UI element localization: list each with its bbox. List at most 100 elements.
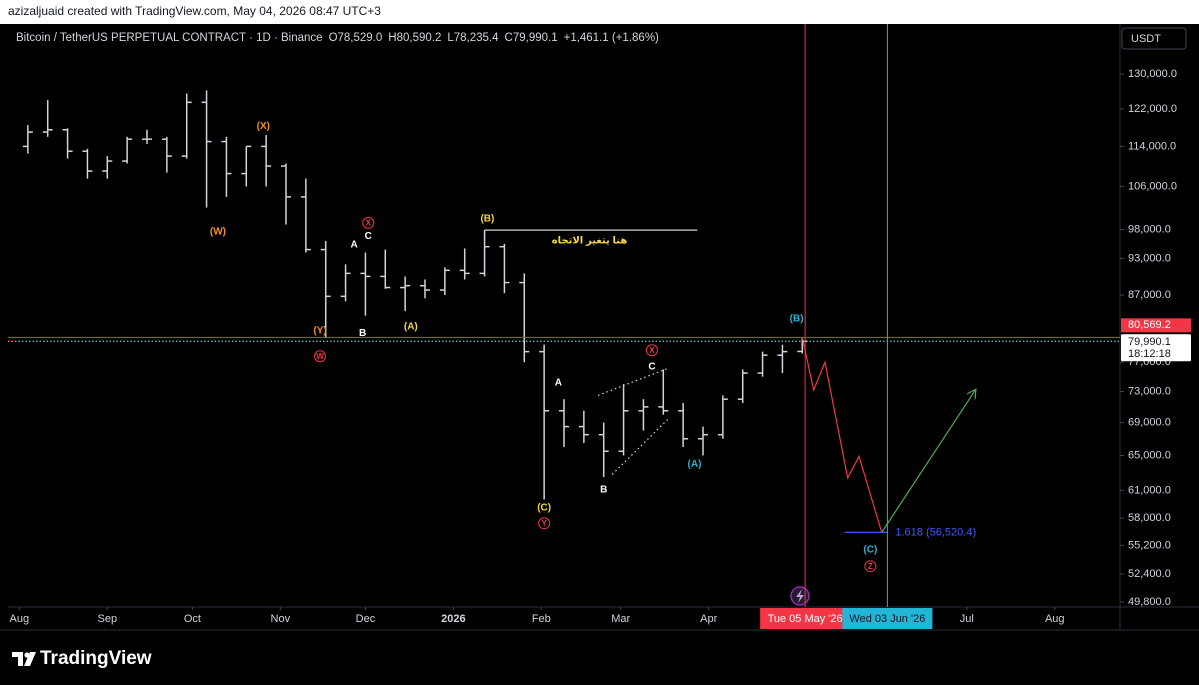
ohlc-bar <box>122 136 133 164</box>
drawing <box>881 390 976 533</box>
ohlc-bar <box>181 93 192 159</box>
y-tick-label: 58,000.0 <box>1128 512 1171 524</box>
y-tick-label: 130,000.0 <box>1128 68 1177 80</box>
x-tick-label: 2026 <box>441 613 465 625</box>
x-tick-label: Oct <box>184 613 201 625</box>
y-tick-label: 65,000.0 <box>1128 449 1171 461</box>
ohlc-bar <box>459 248 470 280</box>
price-label-box <box>1121 334 1191 362</box>
wave-circle <box>538 517 551 530</box>
ohlc-bar <box>598 422 609 478</box>
ohlc-bar <box>82 148 93 179</box>
wave-label: B <box>359 328 366 339</box>
x-tick-label: Jul <box>960 613 974 625</box>
top-bar <box>0 0 1199 24</box>
y-tick-label: 114,000.0 <box>1128 140 1176 152</box>
ohlc-bar <box>578 410 589 443</box>
y-tick-label: 49,800.0 <box>1128 596 1171 608</box>
ohlc-bar <box>281 163 291 225</box>
alert-icon[interactable] <box>790 586 810 606</box>
wave-circle <box>362 216 375 229</box>
logo-mark <box>24 652 36 666</box>
y-tick-label: 87,000.0 <box>1128 289 1171 301</box>
ohlc-bar <box>161 136 172 173</box>
ohlc-bar <box>340 264 351 302</box>
ohlc-bar <box>638 399 649 431</box>
chart-bg <box>0 24 1199 685</box>
x-tick-label: Aug <box>10 613 30 625</box>
ohlc-bar <box>439 267 450 296</box>
ohlc-bar <box>539 344 550 500</box>
ohlc-change: +1,461.1 (+1.86%) <box>564 32 659 44</box>
x-tick-label: Sep <box>97 613 117 625</box>
countdown-label: 18:12:18 <box>1128 348 1171 360</box>
ohlc-bar <box>479 230 490 277</box>
y-tick-label: 122,000.0 <box>1128 103 1177 115</box>
wave-label: W <box>316 352 324 361</box>
date-label: Wed 03 Jun '26 <box>849 613 925 625</box>
x-tick-label: Aug <box>1045 613 1065 625</box>
plot-area <box>22 90 976 533</box>
credit: azizaljuaid created with TradingView.com… <box>8 4 381 18</box>
ohlc-bar <box>698 426 708 456</box>
y-tick-label: 98,000.0 <box>1128 223 1171 235</box>
wave-label: (Y) <box>313 325 326 336</box>
footer-logo <box>12 652 36 666</box>
wave-label: Y <box>541 519 547 528</box>
brand: TradingView <box>40 648 152 669</box>
x-tick-label: Dec <box>356 613 376 625</box>
ohlc-bar <box>420 279 430 299</box>
wave-label: X <box>366 218 372 227</box>
wave-label: (C) <box>537 502 551 513</box>
ohlc-close: C79,990.1 <box>505 32 558 44</box>
drawing <box>597 367 670 396</box>
y-tick-label: 52,400.0 <box>1128 568 1171 580</box>
y-tick-label: 93,000.0 <box>1128 252 1171 264</box>
x-tick-label: Apr <box>700 613 717 625</box>
price-label-box <box>1121 318 1191 333</box>
ohlc-bar <box>360 252 371 316</box>
ohlc-bar <box>499 243 510 294</box>
legend: Bitcoin / TetherUS PERPETUAL CONTRACT · … <box>16 32 659 44</box>
wave-label: (W) <box>210 226 226 237</box>
ohlc-bar <box>102 156 113 179</box>
wave-label: C <box>365 231 372 242</box>
wave-label: B <box>600 484 607 495</box>
ohlc-bar <box>380 249 391 289</box>
ohlc-bar <box>519 273 530 363</box>
wave-circle <box>314 350 327 363</box>
wave-label: X <box>649 346 655 355</box>
wave-label: هنا يتغير الاتجاه <box>552 235 628 246</box>
x-tick-label: Mar <box>611 613 630 625</box>
ohlc-bar <box>717 395 728 439</box>
price-label: 79,990.1 <box>1128 336 1171 348</box>
drawing-label: 1.618 (56,520.4) <box>895 526 976 538</box>
x-tick-label: Nov <box>271 613 291 625</box>
logo-mark <box>12 652 23 666</box>
x-tick-label: Feb <box>532 613 551 625</box>
ohlc-bar <box>241 145 252 187</box>
ohlc-open: O78,529.0 <box>329 32 383 44</box>
ohlc-high: H80,590.2 <box>388 32 441 44</box>
ohlc-bar <box>757 351 768 377</box>
currency-box[interactable] <box>1121 27 1187 50</box>
symbol: Bitcoin / TetherUS PERPETUAL CONTRACT · … <box>16 32 323 44</box>
wave-label: A <box>555 377 562 388</box>
ohlc-bar <box>62 128 73 159</box>
y-tick-label: 61,000.0 <box>1128 484 1171 496</box>
alert-bolt[interactable] <box>796 589 804 603</box>
ohlc-bar <box>261 134 272 187</box>
currency[interactable]: USDT <box>1131 33 1161 45</box>
wave-label: A <box>350 240 357 251</box>
ohlc-bar <box>221 136 232 197</box>
ohlc-bar <box>559 399 569 448</box>
wave-label: (A) <box>404 321 418 332</box>
y-tick-label: 69,000.0 <box>1128 417 1171 429</box>
ohlc-bar <box>678 403 689 448</box>
ohlc-bar <box>400 276 411 312</box>
wave-label: Z <box>868 562 873 571</box>
y-tick-label: 73,000.0 <box>1128 386 1171 398</box>
wave-label: (X) <box>257 121 270 132</box>
wave-label: (A) <box>688 459 702 470</box>
date-label-box <box>760 608 851 629</box>
